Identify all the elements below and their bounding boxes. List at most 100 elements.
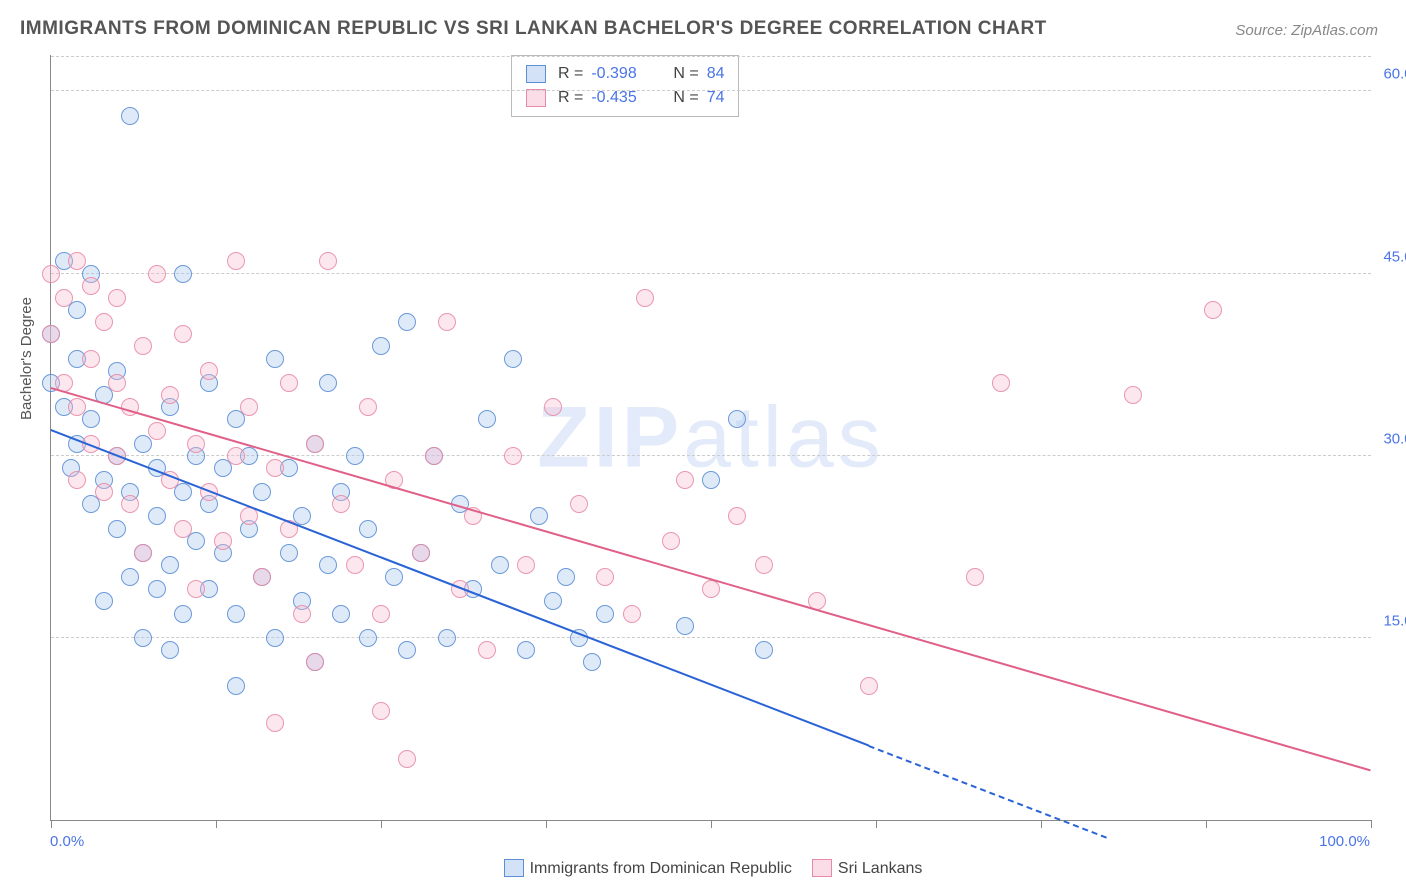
point-series-b — [200, 362, 218, 380]
point-series-b — [148, 265, 166, 283]
point-series-b — [372, 605, 390, 623]
point-series-a — [438, 629, 456, 647]
point-series-b — [478, 641, 496, 659]
point-series-b — [570, 495, 588, 513]
point-series-b — [306, 435, 324, 453]
point-series-b — [372, 702, 390, 720]
point-series-a — [504, 350, 522, 368]
point-series-b — [187, 435, 205, 453]
point-series-b — [187, 580, 205, 598]
point-series-b — [42, 265, 60, 283]
point-series-b — [68, 252, 86, 270]
point-series-b — [82, 350, 100, 368]
point-series-b — [148, 422, 166, 440]
point-series-b — [728, 507, 746, 525]
point-series-b — [438, 313, 456, 331]
x-tick — [216, 820, 217, 828]
point-series-b — [214, 532, 232, 550]
source-credit: Source: ZipAtlas.com — [1235, 22, 1378, 39]
point-series-b — [134, 544, 152, 562]
point-series-a — [174, 265, 192, 283]
point-series-b — [95, 313, 113, 331]
x-tick — [1371, 820, 1372, 828]
point-series-b — [544, 398, 562, 416]
point-series-b — [240, 398, 258, 416]
point-series-b — [306, 653, 324, 671]
point-series-b — [134, 337, 152, 355]
point-series-a — [557, 568, 575, 586]
y-tick-label: 30.0% — [1376, 430, 1406, 447]
source-name: ZipAtlas.com — [1291, 22, 1378, 39]
legend-row: R = -0.398N = 84 — [526, 62, 724, 86]
point-series-b — [68, 471, 86, 489]
point-series-a — [385, 568, 403, 586]
point-series-a — [319, 556, 337, 574]
x-tick — [876, 820, 877, 828]
point-series-b — [108, 289, 126, 307]
point-series-a — [280, 544, 298, 562]
point-series-a — [121, 568, 139, 586]
point-series-b — [68, 398, 86, 416]
point-series-a — [517, 641, 535, 659]
point-series-b — [676, 471, 694, 489]
point-series-a — [583, 653, 601, 671]
point-series-b — [662, 532, 680, 550]
legend-swatch — [526, 65, 546, 83]
point-series-b — [121, 495, 139, 513]
trend-line — [50, 387, 1371, 771]
x-tick — [546, 820, 547, 828]
point-series-b — [227, 447, 245, 465]
point-series-a — [530, 507, 548, 525]
source-prefix: Source: — [1235, 22, 1291, 39]
point-series-a — [266, 629, 284, 647]
gridline — [51, 56, 1371, 57]
point-series-b — [636, 289, 654, 307]
point-series-a — [95, 592, 113, 610]
chart-title: IMMIGRANTS FROM DOMINICAN REPUBLIC VS SR… — [20, 18, 1047, 40]
point-series-b — [623, 605, 641, 623]
y-axis-label: Bachelor's Degree — [18, 297, 35, 420]
point-series-a — [755, 641, 773, 659]
gridline — [51, 637, 1371, 638]
point-series-b — [425, 447, 443, 465]
point-series-b — [359, 398, 377, 416]
point-series-a — [227, 677, 245, 695]
point-series-b — [293, 605, 311, 623]
point-series-a — [253, 483, 271, 501]
x-tick — [51, 820, 52, 828]
point-series-b — [992, 374, 1010, 392]
point-series-b — [412, 544, 430, 562]
point-series-a — [161, 556, 179, 574]
y-tick-label: 60.0% — [1376, 66, 1406, 83]
point-series-a — [266, 350, 284, 368]
point-series-a — [398, 313, 416, 331]
point-series-a — [148, 507, 166, 525]
point-series-b — [1124, 386, 1142, 404]
legend-swatch — [526, 89, 546, 107]
legend-swatch — [504, 859, 524, 877]
correlation-legend: R = -0.398N = 84R = -0.435N = 74 — [511, 55, 739, 117]
point-series-b — [332, 495, 350, 513]
point-series-b — [596, 568, 614, 586]
point-series-a — [728, 410, 746, 428]
point-series-a — [134, 629, 152, 647]
point-series-a — [398, 641, 416, 659]
scatter-plot: ZIPatlas R = -0.398N = 84R = -0.435N = 7… — [50, 55, 1371, 821]
point-series-a — [359, 520, 377, 538]
legend-label: Immigrants from Dominican Republic — [530, 860, 792, 877]
y-tick-label: 45.0% — [1376, 248, 1406, 265]
legend-r-value: -0.398 — [591, 62, 651, 86]
x-tick — [1041, 820, 1042, 828]
x-axis-min-label: 0.0% — [50, 833, 84, 850]
point-series-a — [187, 532, 205, 550]
point-series-a — [596, 605, 614, 623]
legend-n-value: 84 — [707, 62, 725, 86]
point-series-b — [227, 252, 245, 270]
point-series-a — [148, 580, 166, 598]
point-series-a — [227, 605, 245, 623]
point-series-a — [82, 410, 100, 428]
point-series-b — [702, 580, 720, 598]
point-series-b — [95, 483, 113, 501]
point-series-a — [174, 483, 192, 501]
x-tick — [381, 820, 382, 828]
